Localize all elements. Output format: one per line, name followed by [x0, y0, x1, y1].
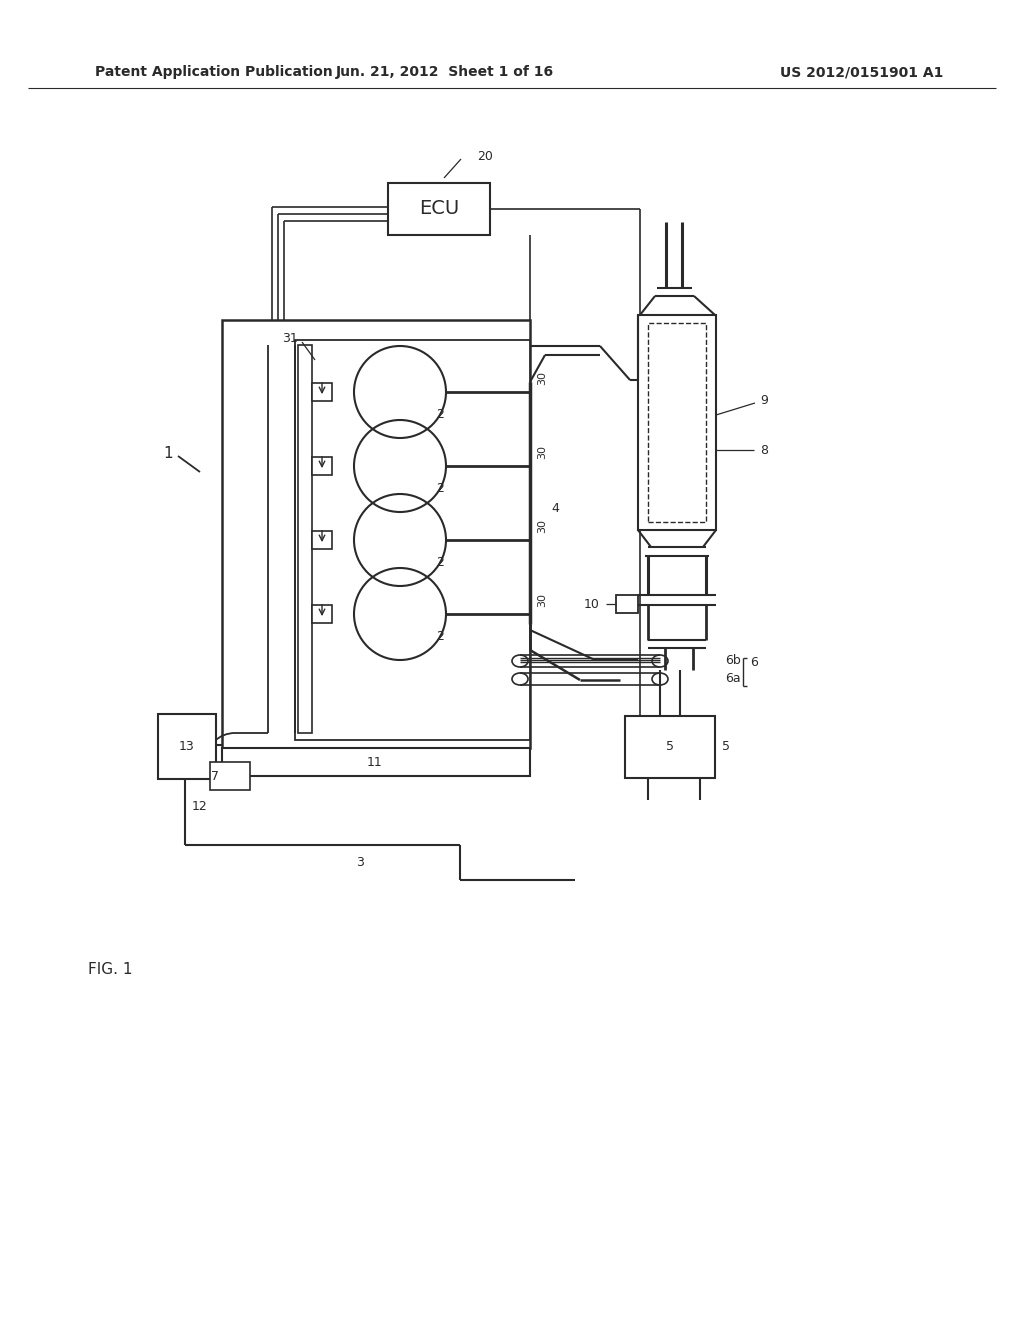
- Text: 2: 2: [436, 482, 444, 495]
- Bar: [158, 714, 216, 779]
- Text: Jun. 21, 2012  Sheet 1 of 16: Jun. 21, 2012 Sheet 1 of 16: [336, 65, 554, 79]
- Bar: [616, 595, 638, 612]
- Text: 9: 9: [760, 393, 768, 407]
- Text: FIG. 1: FIG. 1: [88, 962, 132, 978]
- Text: 20: 20: [477, 150, 493, 164]
- Text: 8: 8: [760, 444, 768, 457]
- Text: 5: 5: [722, 741, 730, 754]
- Bar: [625, 715, 715, 777]
- Bar: [312, 605, 332, 623]
- Text: 10: 10: [584, 598, 600, 610]
- Text: 2: 2: [436, 630, 444, 643]
- Text: 6a: 6a: [725, 672, 740, 685]
- Text: 7: 7: [211, 770, 219, 783]
- Text: 31: 31: [283, 331, 298, 345]
- Bar: [312, 383, 332, 401]
- Bar: [298, 345, 312, 733]
- Text: 1: 1: [163, 446, 173, 461]
- Text: 30: 30: [537, 445, 547, 459]
- Bar: [222, 319, 530, 748]
- Bar: [210, 762, 250, 789]
- Bar: [648, 323, 706, 521]
- Text: 13: 13: [179, 739, 195, 752]
- Bar: [638, 315, 716, 531]
- Bar: [295, 341, 530, 741]
- Bar: [312, 531, 332, 549]
- Bar: [222, 748, 530, 776]
- Text: 4: 4: [551, 502, 559, 515]
- Text: 6b: 6b: [725, 655, 740, 668]
- Text: 11: 11: [368, 755, 383, 768]
- Text: 6: 6: [750, 656, 758, 668]
- Text: 30: 30: [537, 593, 547, 607]
- Text: 2: 2: [436, 556, 444, 569]
- Text: 30: 30: [537, 519, 547, 533]
- Text: Patent Application Publication: Patent Application Publication: [95, 65, 333, 79]
- Text: 2: 2: [436, 408, 444, 421]
- Text: 3: 3: [356, 855, 364, 869]
- Bar: [312, 457, 332, 475]
- Text: 5: 5: [666, 741, 674, 754]
- Text: US 2012/0151901 A1: US 2012/0151901 A1: [780, 65, 944, 79]
- Bar: [388, 183, 490, 235]
- Text: 30: 30: [537, 371, 547, 385]
- Text: ECU: ECU: [419, 199, 459, 219]
- Text: 12: 12: [191, 800, 207, 813]
